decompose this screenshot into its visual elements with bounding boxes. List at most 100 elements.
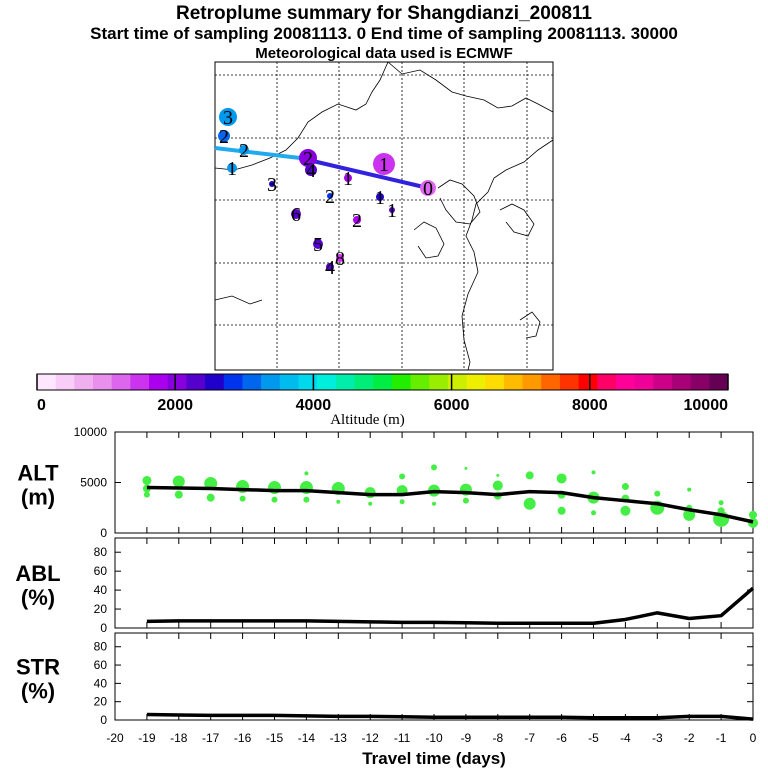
x-tick-label: -13 bbox=[330, 731, 348, 745]
colorbar-tick-label: 8000 bbox=[572, 397, 608, 414]
y-tick-label: 80 bbox=[94, 545, 108, 559]
alt-scatter-point bbox=[172, 475, 185, 488]
map-coastline bbox=[413, 221, 445, 259]
colorbar-swatch bbox=[130, 374, 150, 390]
alt-scatter-point bbox=[368, 501, 373, 506]
colorbar-swatch bbox=[578, 374, 598, 390]
map-coastline bbox=[519, 311, 541, 339]
map-day-label: 4 bbox=[306, 160, 316, 182]
alt-scatter-point bbox=[431, 464, 437, 471]
colorbar-swatch bbox=[709, 374, 729, 390]
alt-scatter-point bbox=[556, 473, 567, 484]
map-plume-dot bbox=[227, 163, 237, 173]
map-coastline bbox=[387, 61, 554, 113]
map-day-label: 2 bbox=[303, 148, 313, 170]
colorbar-tick-label: 4000 bbox=[296, 397, 332, 414]
colorbar-axis-label: Altitude (m) bbox=[330, 412, 405, 428]
colorbar-swatch bbox=[167, 374, 187, 390]
alt-scatter-point bbox=[749, 510, 757, 519]
map-day-label: 3 bbox=[223, 107, 233, 129]
map-plume-dot bbox=[373, 153, 395, 175]
panel-label-unit: (%) bbox=[21, 679, 55, 704]
map-plume-dot bbox=[269, 181, 275, 187]
y-tick-label: 60 bbox=[94, 658, 108, 672]
map-day-label: 2 bbox=[219, 126, 229, 148]
alt-scatter-point bbox=[557, 506, 566, 515]
x-tick-label: -1 bbox=[716, 731, 727, 745]
alt-scatter-point bbox=[399, 499, 405, 505]
map-plume-dot bbox=[305, 164, 317, 176]
y-tick-label: 0 bbox=[100, 526, 107, 540]
map-plume-dot bbox=[313, 239, 323, 249]
x-tick-label: -4 bbox=[620, 731, 631, 745]
colorbar-swatch bbox=[447, 374, 468, 390]
colorbar-swatch bbox=[149, 374, 169, 390]
alt-scatter-point bbox=[718, 500, 724, 506]
alt-scatter-point bbox=[620, 505, 631, 516]
colorbar-swatch bbox=[186, 374, 206, 390]
map-day-label: 3 bbox=[267, 174, 277, 196]
map-day-label: 2 bbox=[239, 140, 249, 162]
map-day-label: 1 bbox=[379, 154, 389, 176]
y-tick-label: 40 bbox=[94, 676, 108, 690]
colorbar-swatch bbox=[205, 374, 225, 390]
colorbar-swatch bbox=[223, 374, 243, 390]
y-tick-label: 20 bbox=[94, 695, 108, 709]
x-tick-label: -3 bbox=[652, 731, 663, 745]
map-day-label: 1 bbox=[375, 187, 385, 209]
y-tick-label: 0 bbox=[100, 621, 107, 635]
colorbar-swatch bbox=[429, 374, 449, 390]
alt-scatter-point bbox=[492, 480, 503, 491]
map-plume-dot bbox=[327, 193, 333, 199]
alt-scatter-point bbox=[432, 501, 436, 506]
sampling-time-line: Start time of sampling 20081113. 0 End t… bbox=[90, 24, 678, 43]
map-plume-dot bbox=[344, 174, 352, 182]
trajectory-line-upper bbox=[214, 146, 301, 160]
x-tick-label: -16 bbox=[234, 731, 252, 745]
colorbar-swatch bbox=[37, 374, 57, 390]
x-tick-label: -20 bbox=[106, 731, 124, 745]
x-tick-label: -15 bbox=[266, 731, 284, 745]
colorbar-swatch bbox=[615, 374, 636, 390]
map-coastline bbox=[214, 295, 263, 305]
trajectory-line-lower bbox=[299, 156, 429, 190]
x-tick-label: -7 bbox=[524, 731, 535, 745]
colorbar-swatch bbox=[93, 374, 113, 390]
panel-frame-str bbox=[114, 632, 754, 721]
panel-label: STR bbox=[16, 655, 60, 680]
colorbar-tick-label: 0 bbox=[37, 397, 46, 414]
colorbar-tick-label: 10000 bbox=[684, 397, 729, 414]
map-day-label: 5 bbox=[313, 234, 323, 256]
colorbar-swatch bbox=[391, 374, 412, 390]
alt-scatter-point bbox=[336, 499, 341, 504]
x-tick-label: -2 bbox=[684, 731, 695, 745]
map-plume-dot bbox=[326, 263, 334, 271]
alt-scatter-point bbox=[304, 471, 309, 476]
colorbar-swatch bbox=[279, 374, 299, 390]
colorbar-swatch bbox=[690, 374, 710, 390]
map-day-label: 0 bbox=[423, 178, 433, 200]
colorbar-tick-label: 6000 bbox=[434, 397, 470, 414]
met-data-line: Meteorological data used is ECMWF bbox=[255, 45, 513, 62]
y-tick-label: 60 bbox=[94, 564, 108, 578]
alt-scatter-point bbox=[621, 483, 629, 491]
colorbar-swatch bbox=[242, 374, 262, 390]
y-tick-label: 20 bbox=[94, 602, 108, 616]
map-day-label: 2 bbox=[352, 210, 362, 232]
alt-scatter-point bbox=[525, 471, 534, 480]
colorbar-swatch bbox=[55, 374, 75, 390]
y-tick-label: 80 bbox=[94, 640, 108, 654]
x-tick-label: -19 bbox=[138, 731, 156, 745]
colorbar-swatch bbox=[653, 374, 673, 390]
map-plume-dot bbox=[291, 209, 301, 219]
map-day-label: 2 bbox=[325, 186, 335, 208]
alt-scatter-point bbox=[142, 475, 152, 485]
map-plume-dot bbox=[219, 108, 237, 126]
map-day-label: 4 bbox=[325, 257, 335, 279]
map-plume-dot bbox=[336, 254, 344, 262]
alt-scatter-point bbox=[591, 470, 596, 475]
panel-label-unit: (m) bbox=[21, 485, 55, 510]
x-axis-label: Travel time (days) bbox=[362, 749, 506, 768]
map-coastline bbox=[499, 203, 535, 237]
